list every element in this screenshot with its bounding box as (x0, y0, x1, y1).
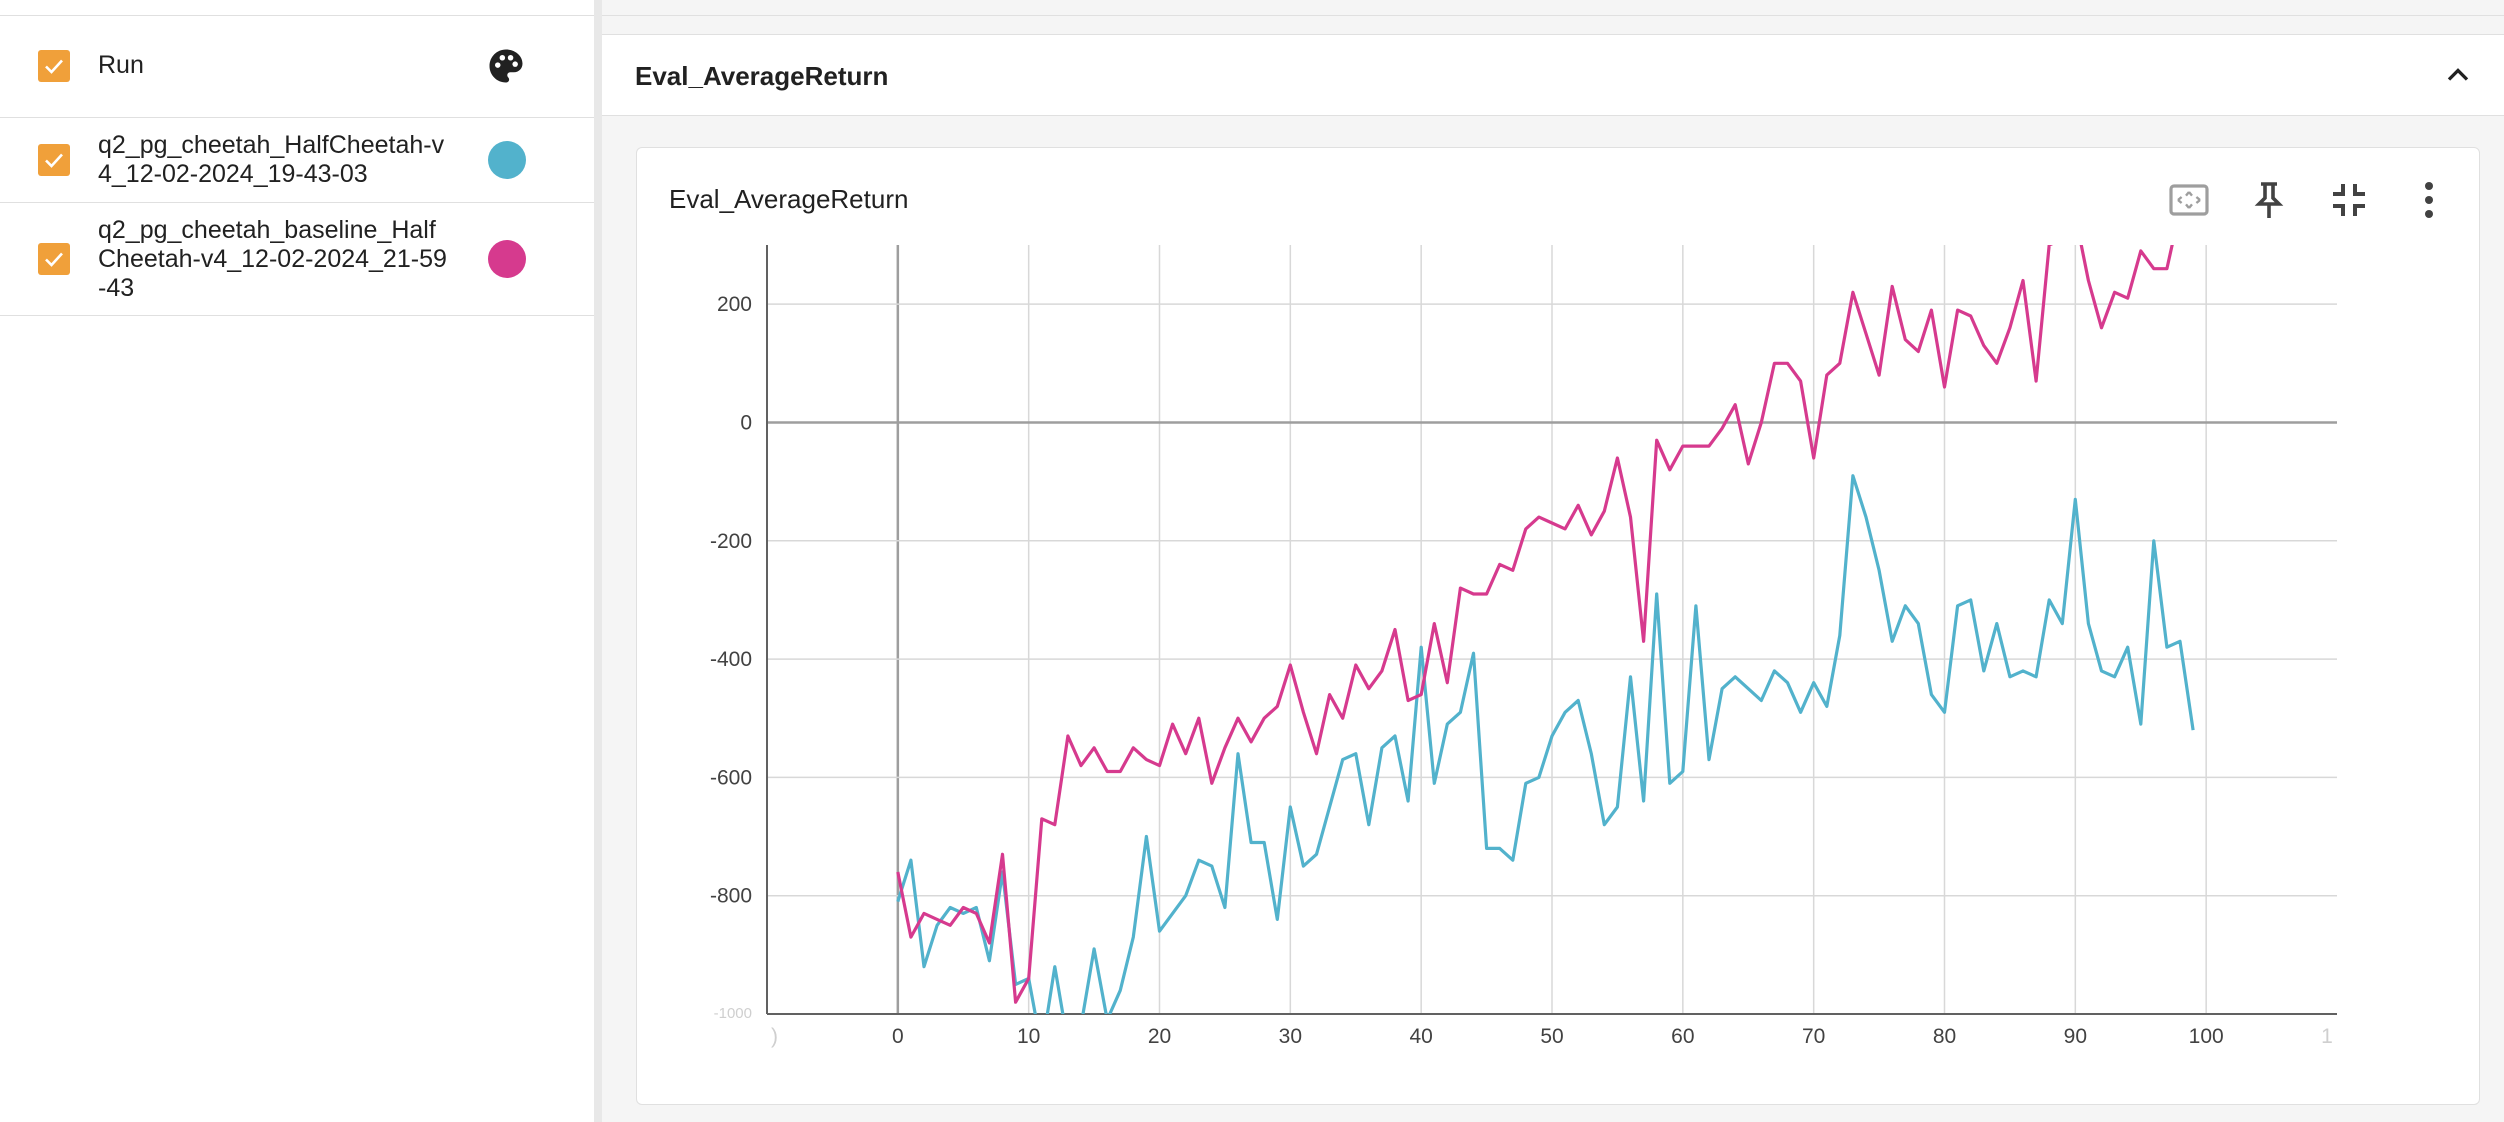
x-tick-label: 40 (1409, 1025, 1432, 1048)
run-row[interactable]: q2_pg_cheetah_HalfCheetah-v4_12-02-2024_… (0, 117, 594, 203)
run-checkbox[interactable] (38, 243, 70, 275)
run-checkbox[interactable] (38, 144, 70, 176)
x-tick-label: 100 (2189, 1025, 2224, 1048)
series-line (898, 204, 2193, 1003)
y-tick-label: -400 (710, 648, 752, 671)
x-tick-label: 90 (2064, 1025, 2087, 1048)
x-tick-label: 50 (1540, 1025, 1563, 1048)
x-tick-label: 30 (1279, 1025, 1302, 1048)
check-icon (42, 247, 66, 271)
x-tick-label: 10 (1017, 1025, 1040, 1048)
run-name: q2_pg_cheetah_baseline_HalfCheetah-v4_12… (98, 216, 448, 303)
run-column-label: Run (98, 51, 448, 80)
runs-header-row: Run (0, 16, 594, 118)
x-edge-label: 1 (2321, 1025, 2333, 1048)
y-tick-label: 200 (717, 293, 752, 316)
check-icon (42, 148, 66, 172)
run-color-swatch[interactable] (488, 240, 526, 278)
x-edge-label: ) (771, 1025, 778, 1048)
x-tick-label: 80 (1933, 1025, 1956, 1048)
series-line (898, 476, 2193, 1050)
chart-grid (767, 245, 2337, 1014)
x-tick-label: 70 (1802, 1025, 1825, 1048)
run-color-swatch[interactable] (488, 141, 526, 179)
scalar-card: Eval_AverageReturn 0 10 20 30 40 50 60 70 80 90 10… (636, 147, 2480, 1105)
palette-icon[interactable] (484, 44, 528, 88)
chart-series (898, 204, 2193, 1050)
divider (602, 15, 2504, 16)
chevron-up-icon[interactable] (2440, 57, 2476, 93)
run-row[interactable]: q2_pg_cheetah_baseline_HalfCheetah-v4_12… (0, 202, 594, 316)
select-all-checkbox[interactable] (38, 50, 70, 82)
y-tick-label: -800 (710, 885, 752, 908)
chart-tick-labels: 0 10 20 30 40 50 60 70 80 90 100 200 0 -200 -400 -600 -8… (710, 293, 2333, 1048)
x-tick-label: 0 (892, 1025, 904, 1048)
runs-sidebar: Run q2_pg_cheetah_HalfCheetah-v4_12-02-2… (0, 0, 594, 1122)
y-tick-label: 0 (740, 411, 752, 434)
line-chart[interactable]: 0 10 20 30 40 50 60 70 80 90 100 200 0 -200 -400 -600 -8… (637, 148, 2479, 1104)
x-tick-label: 20 (1148, 1025, 1171, 1048)
check-icon (42, 54, 66, 78)
run-name: q2_pg_cheetah_HalfCheetah-v4_12-02-2024_… (98, 131, 448, 189)
x-tick-label: 60 (1671, 1025, 1694, 1048)
card-group-header[interactable]: Eval_AverageReturn (602, 34, 2504, 116)
y-tick-label: -600 (710, 766, 752, 789)
y-tick-label: -200 (710, 530, 752, 553)
y-edge-label: -1000 (714, 1005, 752, 1022)
sidebar-resize-handle[interactable] (594, 0, 602, 1122)
group-title: Eval_AverageReturn (635, 61, 888, 92)
